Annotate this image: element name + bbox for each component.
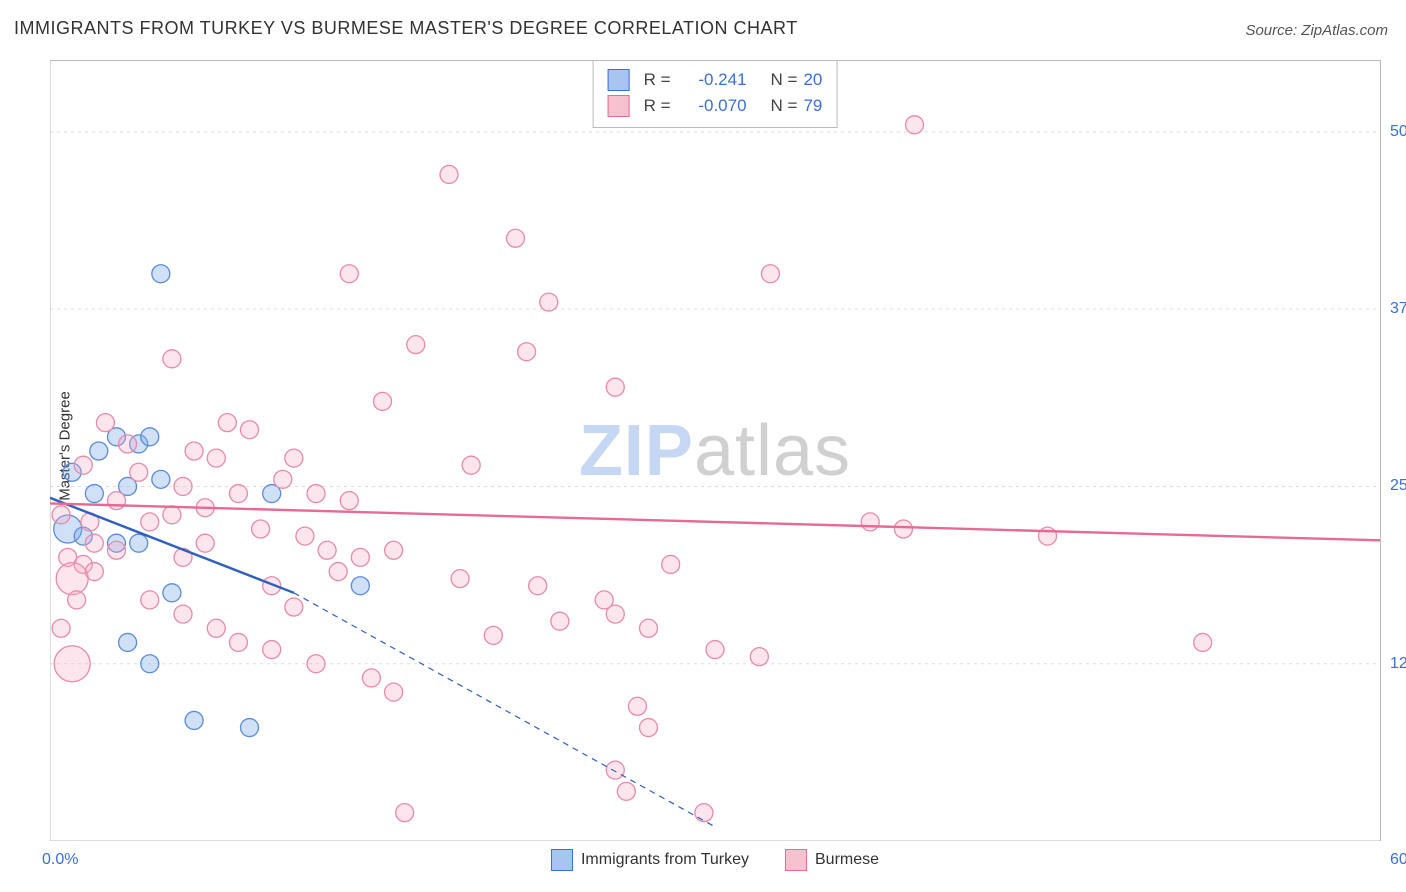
chart-title: IMMIGRANTS FROM TURKEY VS BURMESE MASTER… [14, 18, 798, 39]
legend-swatch [608, 69, 630, 91]
y-tick-label: 37.5% [1390, 300, 1406, 318]
series-legend-item: Burmese [785, 849, 879, 871]
correlation-legend: R =-0.241 N = 20 R =-0.070 N = 79 [593, 61, 838, 128]
n-label: N = [771, 67, 798, 93]
x-tick-right: 60.0% [1390, 851, 1406, 869]
r-value: -0.070 [677, 93, 747, 119]
r-label: R = [644, 93, 671, 119]
source-attribution: Source: ZipAtlas.com [1245, 22, 1388, 39]
series-legend-label: Burmese [815, 851, 879, 868]
n-label: N = [771, 93, 798, 119]
y-tick-label: 50.0% [1390, 123, 1406, 141]
legend-swatch [608, 95, 630, 117]
r-value: -0.241 [677, 67, 747, 93]
correlation-legend-row: R =-0.070 N = 79 [608, 93, 823, 119]
legend-swatch [785, 849, 807, 871]
r-label: R = [644, 67, 671, 93]
legend-swatch [551, 849, 573, 871]
n-value: 79 [803, 93, 822, 119]
x-tick-left: 0.0% [42, 851, 78, 869]
y-tick-label: 25.0% [1390, 477, 1406, 495]
series-legend-item: Immigrants from Turkey [551, 849, 749, 871]
series-legend: Immigrants from Turkey Burmese [551, 849, 879, 871]
correlation-legend-row: R =-0.241 N = 20 [608, 67, 823, 93]
series-legend-label: Immigrants from Turkey [581, 851, 749, 868]
plot-area: ZIPatlas R =-0.241N = 20R =-0.070N = 79 … [50, 60, 1381, 841]
plot-svg [50, 61, 1380, 841]
y-tick-label: 12.5% [1390, 655, 1406, 673]
chart-container: IMMIGRANTS FROM TURKEY VS BURMESE MASTER… [0, 0, 1406, 892]
n-value: 20 [803, 67, 822, 93]
